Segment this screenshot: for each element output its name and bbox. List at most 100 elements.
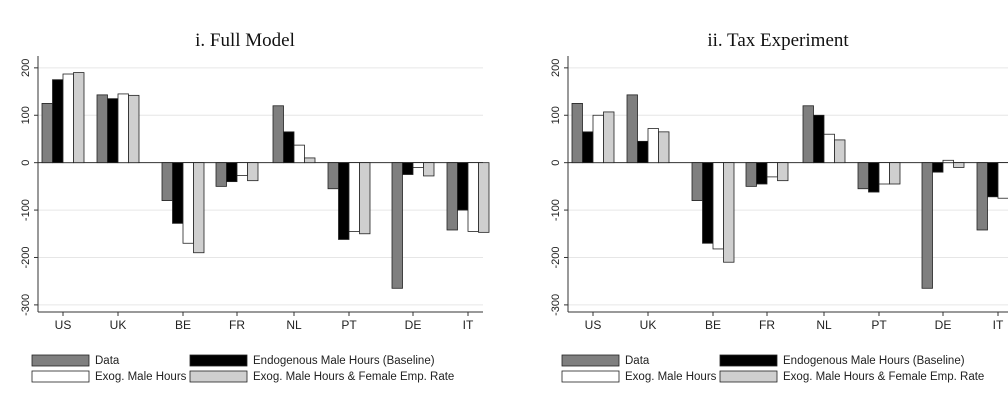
bar-endogenous-male-hours-baseline--fr bbox=[226, 162, 238, 183]
panel-title-full-model: i. Full Model bbox=[195, 30, 295, 51]
legend-label: Exog. Male Hours bbox=[95, 371, 187, 383]
legend-swatch bbox=[719, 370, 778, 383]
bar-data-uk bbox=[96, 94, 108, 164]
bar-endogenous-male-hours-baseline--pt bbox=[338, 162, 350, 240]
bar-exog-male-hours-female-emp-rate-fr bbox=[247, 162, 259, 182]
legend-label: Data bbox=[625, 355, 650, 367]
bar-endogenous-male-hours-baseline--be bbox=[702, 162, 714, 244]
y-tick-label: 100 bbox=[550, 106, 562, 124]
x-tick-label: PT bbox=[871, 318, 887, 332]
panel-tax-experiment: ii. Tax Experiment 200 100 0 -100 -200 -300 US… bbox=[550, 30, 1008, 383]
legend-label: Exog. Male Hours bbox=[625, 371, 717, 383]
x-tick-label: FR bbox=[759, 318, 775, 332]
bar-exog-male-hours-it bbox=[997, 162, 1008, 199]
bar-data-us bbox=[41, 103, 53, 164]
bar-exog-male-hours-us bbox=[592, 114, 604, 164]
legend-swatch bbox=[31, 370, 90, 383]
y-tick-label: 200 bbox=[550, 59, 562, 77]
y-tick-label: -100 bbox=[20, 199, 32, 221]
bar-endogenous-male-hours-baseline--pt bbox=[868, 162, 880, 193]
y-tick-label: -200 bbox=[550, 246, 562, 268]
y-tick-label: 100 bbox=[20, 106, 32, 124]
plot-area-full-model: 200 100 0 -100 -200 -300 US UK BE FR NL PT DE IT bbox=[20, 56, 490, 332]
legend-swatch bbox=[719, 354, 778, 367]
bar-exog-male-hours-female-emp-rate-fr bbox=[777, 162, 789, 182]
legend-swatch bbox=[189, 370, 248, 383]
bar-endogenous-male-hours-baseline--nl bbox=[283, 131, 295, 164]
bar-data-pt bbox=[327, 162, 339, 190]
y-tick-label: -300 bbox=[550, 294, 562, 316]
bar-exog-male-hours-it bbox=[467, 162, 479, 232]
panel-full-model: i. Full Model 200 100 0 -100 -200 -300 US UK BE F… bbox=[20, 30, 490, 383]
bar-exog-male-hours-female-emp-rate-nl bbox=[834, 139, 846, 164]
bar-exog-male-hours-female-emp-rate-de bbox=[423, 162, 435, 177]
bar-endogenous-male-hours-baseline--uk bbox=[107, 98, 119, 164]
bar-exog-male-hours-pt bbox=[348, 162, 360, 232]
x-tick-label: FR bbox=[229, 318, 245, 332]
bar-exog-male-hours-female-emp-rate-us bbox=[73, 72, 85, 164]
bar-exog-male-hours-pt bbox=[878, 162, 890, 185]
bar-endogenous-male-hours-baseline--us bbox=[582, 131, 594, 164]
bar-data-it bbox=[976, 162, 988, 231]
bar-exog-male-hours-de bbox=[942, 159, 954, 164]
bar-data-de bbox=[391, 162, 403, 289]
bar-exog-male-hours-fr bbox=[236, 162, 248, 176]
bar-endogenous-male-hours-baseline--uk bbox=[637, 140, 649, 164]
bar-exog-male-hours-female-emp-rate-it bbox=[478, 162, 490, 233]
bar-exog-male-hours-female-emp-rate-uk bbox=[128, 94, 140, 164]
bar-data-be bbox=[691, 162, 703, 201]
x-tick-label: NL bbox=[816, 318, 832, 332]
y-tick-label: 0 bbox=[550, 160, 562, 166]
bar-exog-male-hours-female-emp-rate-be bbox=[723, 162, 735, 263]
bar-endogenous-male-hours-baseline--it bbox=[457, 162, 469, 211]
y-tick-label: -300 bbox=[20, 294, 32, 316]
legend-swatch bbox=[31, 354, 90, 367]
bar-data-be bbox=[161, 162, 173, 201]
bar-data-fr bbox=[745, 162, 757, 187]
bar-data-nl bbox=[802, 105, 814, 164]
bar-exog-male-hours-female-emp-rate-pt bbox=[359, 162, 371, 235]
x-tick-label: NL bbox=[286, 318, 302, 332]
bar-exog-male-hours-nl bbox=[823, 133, 835, 164]
bar-exog-male-hours-be bbox=[182, 162, 194, 244]
x-tick-label: DE bbox=[405, 318, 422, 332]
plot-area-tax-experiment: 200 100 0 -100 -200 -300 US UK BE FR NL PT DE IT bbox=[550, 56, 1008, 332]
x-tick-label: UK bbox=[110, 318, 127, 332]
bar-exog-male-hours-female-emp-rate-de bbox=[953, 162, 965, 168]
x-tick-label: UK bbox=[640, 318, 657, 332]
y-tick-label: 0 bbox=[20, 160, 32, 166]
legend-label: Endogenous Male Hours (Baseline) bbox=[253, 355, 435, 367]
legend-label: Endogenous Male Hours (Baseline) bbox=[783, 355, 965, 367]
bar-data-uk bbox=[626, 94, 638, 164]
x-tick-label: PT bbox=[341, 318, 357, 332]
y-tick-label: -100 bbox=[550, 199, 562, 221]
bar-endogenous-male-hours-baseline--de bbox=[932, 162, 944, 173]
y-tick-label: -200 bbox=[20, 246, 32, 268]
bar-data-us bbox=[571, 103, 583, 164]
bar-data-nl bbox=[272, 105, 284, 164]
bar-data-de bbox=[921, 162, 933, 289]
x-tick-label: IT bbox=[993, 318, 1004, 332]
bar-endogenous-male-hours-baseline--de bbox=[402, 162, 414, 175]
bar-exog-male-hours-de bbox=[412, 162, 424, 168]
bar-exog-male-hours-us bbox=[62, 73, 74, 164]
bar-exog-male-hours-fr bbox=[766, 162, 778, 178]
x-tick-label: US bbox=[55, 318, 72, 332]
bar-endogenous-male-hours-baseline--it bbox=[987, 162, 999, 198]
bar-exog-male-hours-be bbox=[712, 162, 724, 250]
bar-data-it bbox=[446, 162, 458, 231]
bar-data-pt bbox=[857, 162, 869, 190]
bar-exog-male-hours-nl bbox=[293, 144, 305, 164]
legend-swatch bbox=[561, 370, 620, 383]
legend-swatch bbox=[189, 354, 248, 367]
bar-endogenous-male-hours-baseline--nl bbox=[813, 114, 825, 164]
bar-exog-male-hours-female-emp-rate-be bbox=[193, 162, 205, 254]
panel-title-tax-experiment: ii. Tax Experiment bbox=[707, 30, 849, 51]
bar-exog-male-hours-uk bbox=[117, 93, 129, 164]
bar-endogenous-male-hours-baseline--fr bbox=[756, 162, 768, 185]
x-tick-label: IT bbox=[463, 318, 474, 332]
legend-label: Exog. Male Hours & Female Emp. Rate bbox=[783, 371, 984, 383]
bar-exog-male-hours-female-emp-rate-us bbox=[603, 111, 615, 164]
x-tick-label: DE bbox=[935, 318, 952, 332]
